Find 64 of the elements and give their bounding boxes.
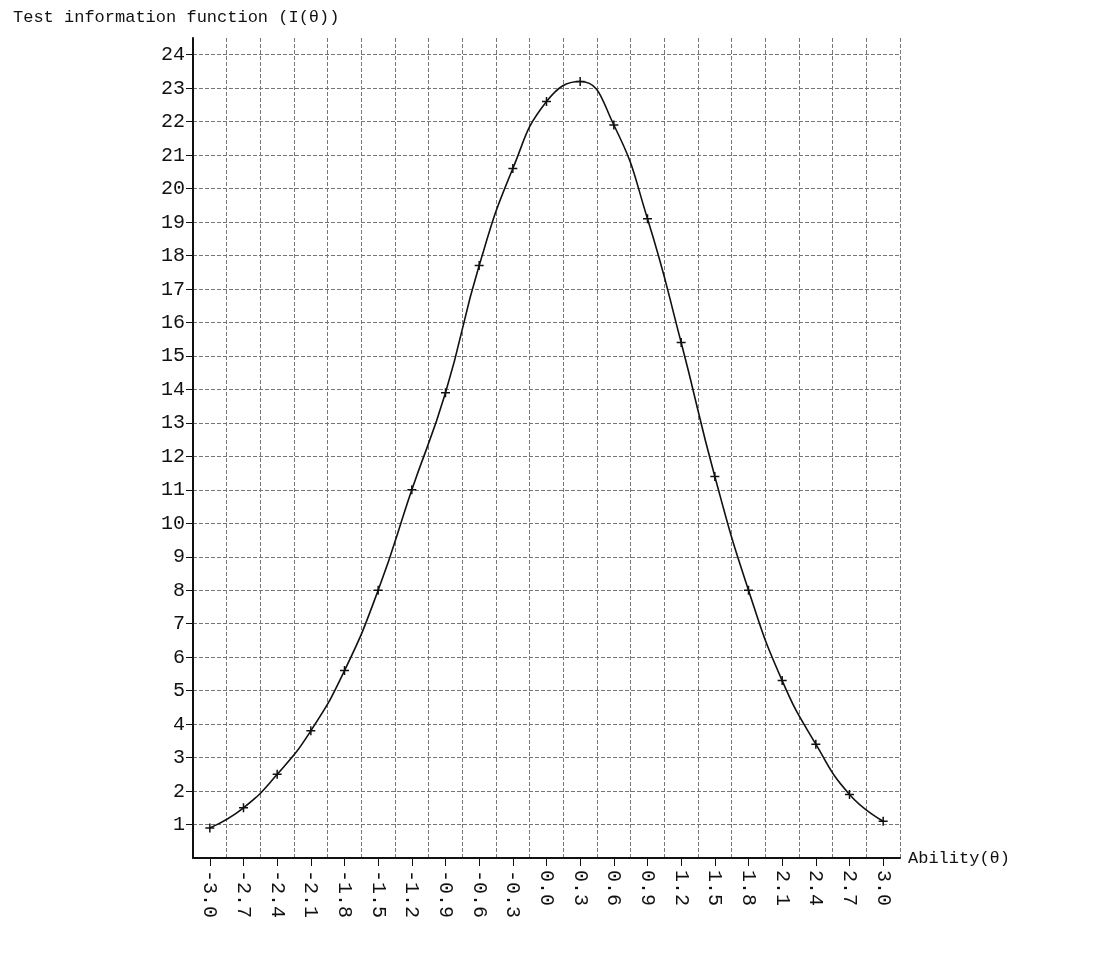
point bbox=[507, 163, 519, 174]
point bbox=[574, 76, 586, 87]
point bbox=[238, 802, 249, 814]
x-tick-label: 0.0 bbox=[535, 870, 558, 907]
y-tick-label: 5 bbox=[172, 679, 185, 703]
y-tick-label: 12 bbox=[160, 444, 185, 468]
point bbox=[305, 725, 317, 737]
x-tick-label: 0.6 bbox=[602, 870, 626, 907]
x-tick-label: -1.8 bbox=[333, 870, 356, 919]
point bbox=[473, 260, 485, 271]
y-tick-label: 13 bbox=[160, 411, 185, 435]
y-tick-label: 9 bbox=[172, 545, 185, 569]
y-tick-label: 14 bbox=[160, 377, 185, 401]
y-tick-label: 17 bbox=[160, 277, 185, 301]
point bbox=[877, 815, 889, 827]
x-tick-label: -1.2 bbox=[400, 870, 424, 919]
x-tick-label: 1.8 bbox=[737, 870, 760, 907]
y-axis-title: Test information function (I(θ)) bbox=[13, 8, 340, 27]
x-tick-label: 0.3 bbox=[568, 870, 592, 907]
x-tick-label: -0.9 bbox=[434, 870, 457, 919]
x-tick-label: -2.4 bbox=[265, 870, 289, 919]
point bbox=[709, 471, 721, 482]
y-tick-label: 18 bbox=[160, 244, 185, 268]
x-tick-label: -1.5 bbox=[366, 870, 390, 919]
point bbox=[776, 675, 788, 686]
y-tick-label: 2 bbox=[172, 779, 185, 803]
y-tick-label: 3 bbox=[172, 746, 185, 770]
x-tick-label: 1.5 bbox=[703, 870, 727, 907]
point bbox=[204, 822, 216, 834]
x-tick-label: -2.7 bbox=[232, 870, 255, 919]
y-tick-label: 4 bbox=[172, 712, 185, 736]
x-tick-label: -3.0 bbox=[198, 870, 222, 919]
x-tick-label: -2.1 bbox=[299, 870, 323, 919]
x-tick-label: 2.7 bbox=[838, 870, 861, 907]
x-tick-label: 3.0 bbox=[871, 870, 895, 907]
x-tick-label: -0.3 bbox=[501, 870, 525, 919]
y-tick-label: 19 bbox=[160, 210, 185, 234]
y-tick-label: 21 bbox=[160, 143, 185, 167]
point bbox=[810, 738, 822, 750]
point bbox=[440, 387, 451, 399]
point bbox=[675, 337, 687, 348]
y-tick-label: 16 bbox=[160, 310, 185, 334]
point bbox=[608, 119, 620, 131]
y-tick-label: 20 bbox=[160, 177, 185, 201]
x-tick-label: 2.4 bbox=[804, 870, 828, 907]
x-axis-title: Ability(θ) bbox=[908, 848, 1011, 868]
point bbox=[372, 584, 384, 596]
y-tick-label: 23 bbox=[160, 76, 185, 100]
y-tick-label: 22 bbox=[160, 110, 185, 134]
y-tick-label: 1 bbox=[172, 813, 185, 837]
y-tick-label: 15 bbox=[160, 344, 185, 368]
x-tick-label: 1.2 bbox=[669, 870, 693, 907]
y-tick-label: 7 bbox=[172, 612, 185, 636]
x-tick-label: -0.6 bbox=[467, 870, 491, 919]
y-tick-label: 10 bbox=[160, 511, 185, 535]
y-tick-label: 11 bbox=[160, 478, 185, 502]
y-tick-label: 6 bbox=[172, 645, 185, 669]
point bbox=[406, 484, 418, 496]
x-tick-label: 0.9 bbox=[636, 870, 659, 907]
y-tick-label: 24 bbox=[160, 43, 185, 67]
x-tick-label: 2.1 bbox=[770, 870, 794, 907]
point bbox=[271, 769, 283, 780]
y-tick-label: 8 bbox=[172, 578, 185, 602]
point bbox=[743, 584, 754, 596]
